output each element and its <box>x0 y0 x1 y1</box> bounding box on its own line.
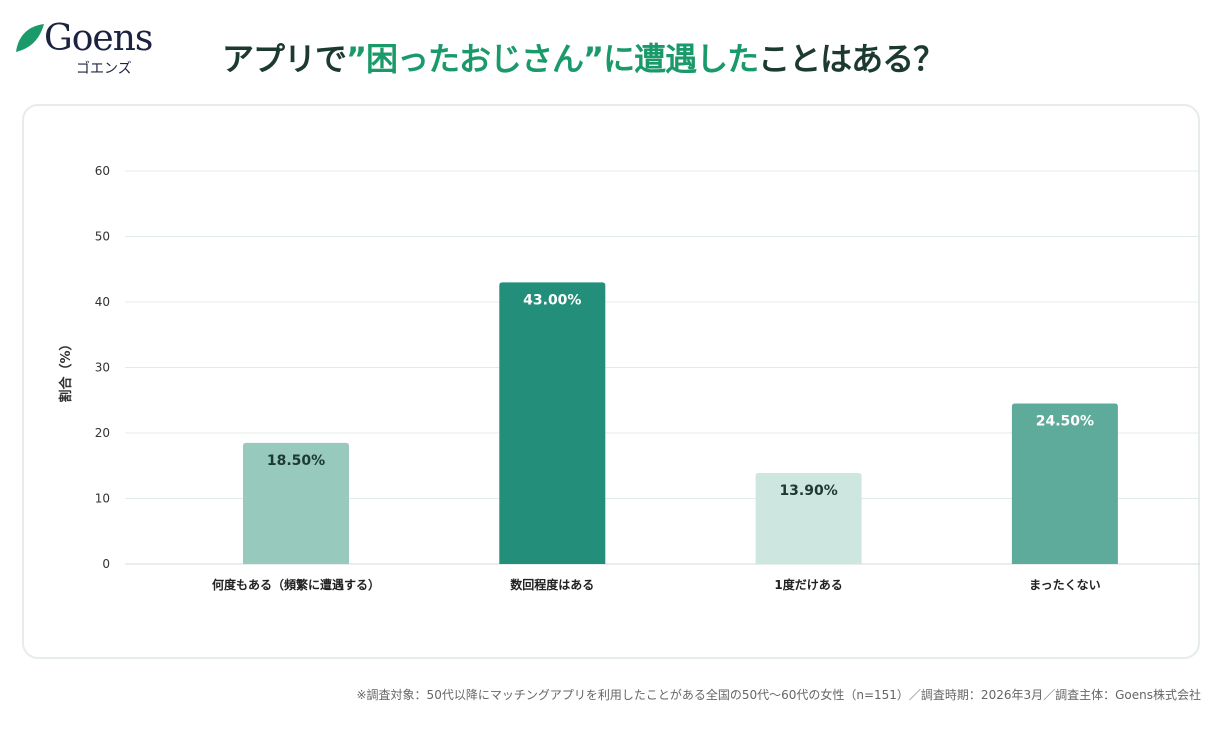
bar <box>1011 403 1118 564</box>
leaf-icon <box>16 24 44 52</box>
brand-logo: Goens ゴエンズ <box>14 18 174 78</box>
bar <box>243 442 349 564</box>
footnote: ※調査対象：50代以降にマッチングアプリを利用したことがある全国の50代〜60代… <box>356 688 1202 702</box>
data-label: 43.00% <box>523 292 581 308</box>
page-title: アプリで”困ったおじさん”に遭遇したことはある？ <box>222 34 945 80</box>
title-highlight: ”困ったおじさん”に遭遇した <box>346 40 759 78</box>
bar <box>755 472 862 564</box>
y-tick-label: 60 <box>95 164 110 178</box>
x-tick-label: まったくない <box>1029 578 1101 592</box>
y-tick-label: 10 <box>95 492 110 506</box>
title-part3: ことはある？ <box>758 40 945 78</box>
title-part1: アプリで <box>222 40 347 78</box>
brand-sub: ゴエンズ <box>76 61 132 77</box>
data-label: 13.90% <box>779 483 837 499</box>
y-tick-label: 0 <box>102 557 110 571</box>
x-tick-label: 何度もある（頻繁に遭遇する） <box>212 577 380 592</box>
brand-name: Goens <box>44 18 153 59</box>
y-tick-label: 50 <box>95 230 110 244</box>
data-label: 18.50% <box>267 453 325 469</box>
bar <box>499 282 606 564</box>
y-tick-label: 30 <box>95 361 110 375</box>
y-axis-label: 割合（%） <box>58 337 74 402</box>
y-tick-label: 20 <box>95 426 110 440</box>
x-tick-label: 数回程度はある <box>510 577 594 592</box>
y-tick-label: 40 <box>95 295 110 309</box>
x-tick-label: 1度だけある <box>774 577 842 592</box>
data-label: 24.50% <box>1036 414 1094 430</box>
chart-card <box>22 104 1200 659</box>
